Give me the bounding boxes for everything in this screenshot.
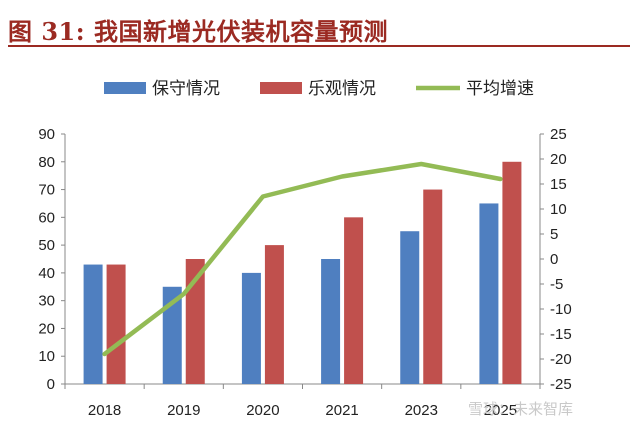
legend-swatch-conservative <box>104 82 146 94</box>
left-tick-label: 30 <box>38 293 55 310</box>
series-line-growth <box>102 161 503 357</box>
watermark: 雪球：未来智库 <box>468 400 574 418</box>
bar-conservative <box>241 272 261 384</box>
right-tick-label: 0 <box>550 251 558 268</box>
title-rule <box>8 45 630 47</box>
right-tick-label: 5 <box>550 226 558 243</box>
bar-optimistic <box>185 259 205 384</box>
bar-conservative <box>321 259 341 384</box>
right-tick-label: 20 <box>550 151 567 168</box>
left-tick-label: 50 <box>38 237 55 254</box>
right-tick-label: 15 <box>550 176 567 193</box>
bar-conservative <box>479 203 499 384</box>
legend-label-optimistic: 乐观情况 <box>308 79 376 99</box>
right-tick-label: -10 <box>550 301 572 318</box>
bar-conservative <box>400 231 420 384</box>
left-tick-label: 20 <box>38 320 55 337</box>
x-tick-label: 2023 <box>405 402 438 419</box>
right-tick-label: -20 <box>550 351 572 368</box>
right-tick-label: 25 <box>550 126 567 143</box>
bar-optimistic <box>423 189 443 384</box>
right-tick-label: -5 <box>550 276 563 293</box>
left-tick-label: 0 <box>47 376 55 393</box>
left-tick-label: 70 <box>38 182 55 199</box>
bar-conservative <box>162 286 182 384</box>
bar-optimistic <box>344 217 364 384</box>
x-tick-label: 2019 <box>167 402 200 419</box>
legend-label-growth: 平均增速 <box>466 79 534 99</box>
right-tick-label: -15 <box>550 326 572 343</box>
x-tick-label: 2025 <box>484 402 517 419</box>
left-tick-label: 40 <box>38 265 55 282</box>
left-tick-label: 80 <box>38 154 55 171</box>
right-tick-label: -25 <box>550 376 572 393</box>
left-tick-label: 90 <box>38 126 55 143</box>
left-tick-label: 10 <box>38 348 55 365</box>
figure-header: 图 31: 我国新增光伏装机容量预测 <box>0 0 640 48</box>
x-tick-label: 2018 <box>88 402 121 419</box>
bar-conservative <box>83 264 103 384</box>
legend-label-conservative: 保守情况 <box>152 79 220 99</box>
legend-swatch-optimistic <box>260 82 302 94</box>
bar-optimistic <box>106 264 126 384</box>
x-tick-label: 2021 <box>325 402 358 419</box>
x-tick-label: 2020 <box>246 402 279 419</box>
left-tick-label: 60 <box>38 209 55 226</box>
right-tick-label: 10 <box>550 201 567 218</box>
bar-optimistic <box>264 245 284 384</box>
figure-title: 图 31: 我国新增光伏装机容量预测 <box>8 17 388 46</box>
bar-optimistic <box>502 161 522 384</box>
